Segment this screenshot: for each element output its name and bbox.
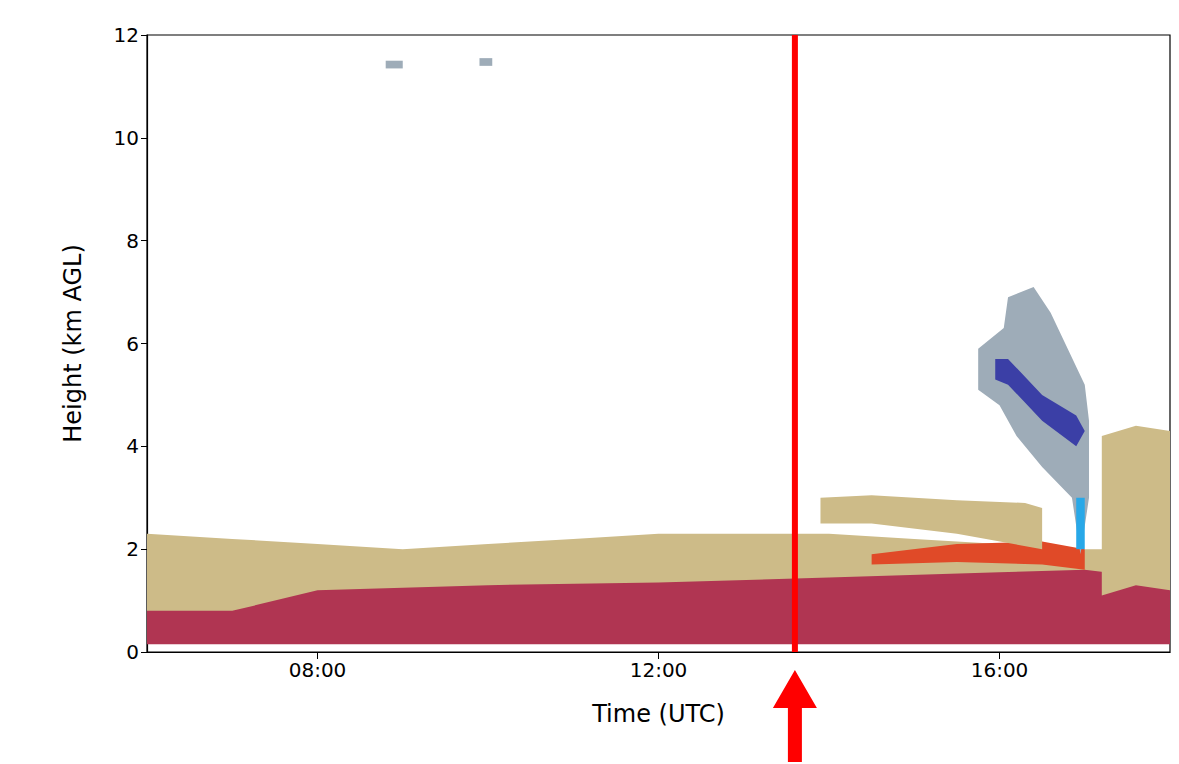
svg-text:12: 12: [114, 23, 139, 47]
svg-text:0: 0: [126, 640, 139, 664]
svg-text:8: 8: [126, 229, 139, 253]
svg-text:6: 6: [126, 332, 139, 356]
svg-text:4: 4: [126, 434, 139, 458]
svg-text:12:00: 12:00: [630, 658, 688, 682]
svg-text:16:00: 16:00: [971, 658, 1029, 682]
svg-text:Height (km AGL): Height (km AGL): [59, 244, 87, 443]
svg-text:2: 2: [126, 537, 139, 561]
svg-text:Time (UTC): Time (UTC): [591, 700, 725, 728]
svg-text:10: 10: [114, 126, 139, 150]
svg-text:08:00: 08:00: [289, 658, 347, 682]
